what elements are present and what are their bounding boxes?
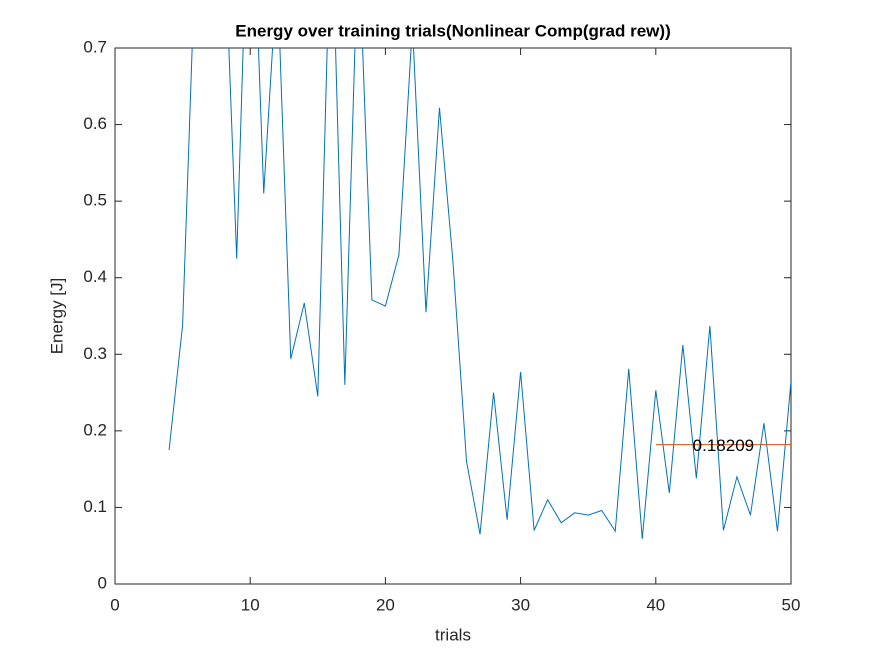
y-tick-label: 0.5 (83, 191, 107, 210)
chart-title: Energy over training trials(Nonlinear Co… (235, 21, 670, 40)
reference-label: 0.18209 (693, 436, 754, 455)
y-tick-label: 0.1 (83, 497, 107, 516)
y-tick-label: 0 (98, 573, 107, 592)
x-tick-label: 0 (110, 595, 119, 614)
y-tick-label: 0.7 (83, 37, 107, 56)
x-tick-label: 20 (376, 595, 395, 614)
y-axis-label: Energy [J] (47, 278, 66, 355)
x-axis-label: trials (435, 625, 471, 644)
y-tick-label: 0.3 (83, 344, 107, 363)
x-tick-label: 30 (511, 595, 530, 614)
x-tick-label: 40 (646, 595, 665, 614)
x-tick-label: 50 (782, 595, 801, 614)
x-tick-label: 10 (241, 595, 260, 614)
y-tick-label: 0.2 (83, 420, 107, 439)
y-tick-label: 0.6 (83, 114, 107, 133)
data-line (168, 48, 791, 539)
y-tick-label: 0.4 (83, 267, 107, 286)
plot-area (114, 47, 792, 585)
